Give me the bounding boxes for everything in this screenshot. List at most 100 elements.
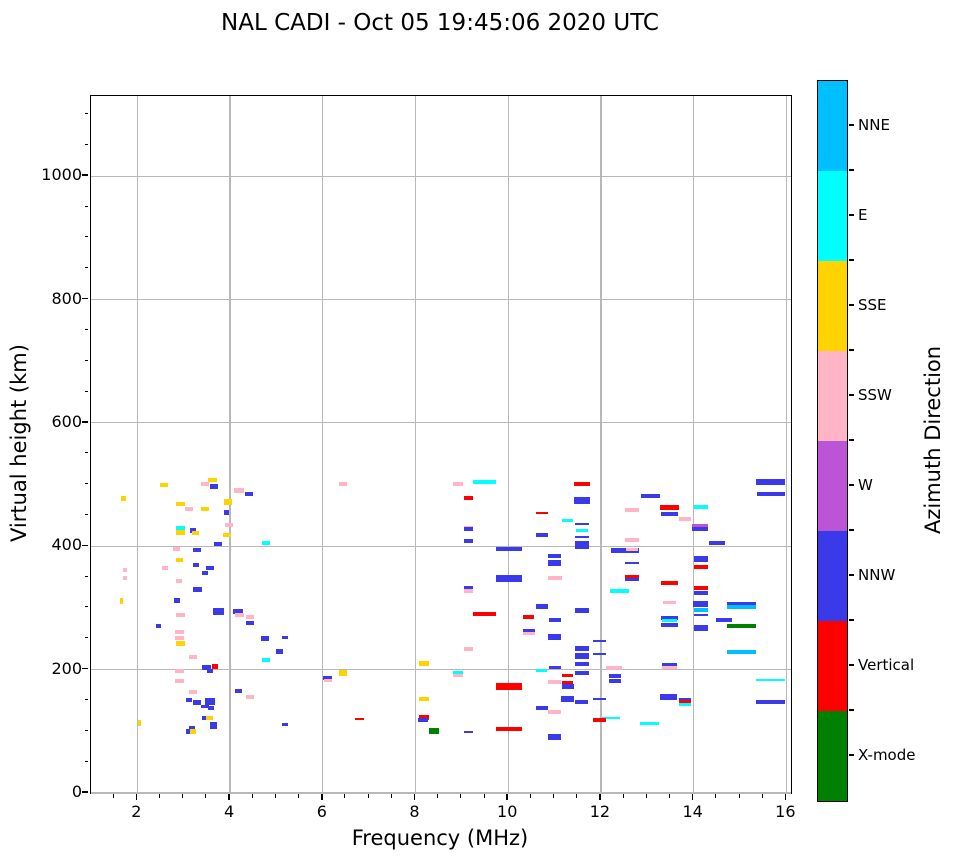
colorbar-segment xyxy=(818,531,847,621)
x-major-tick xyxy=(228,794,230,800)
data-point xyxy=(472,612,496,617)
data-point xyxy=(693,505,708,510)
data-point xyxy=(176,530,185,536)
x-minor-tick xyxy=(483,794,485,798)
data-point xyxy=(693,555,708,562)
x-axis-label: Frequency (MHz) xyxy=(351,826,529,850)
data-point xyxy=(593,698,607,701)
data-point xyxy=(561,681,574,686)
y-tick-label: 600 xyxy=(51,411,82,431)
data-point xyxy=(523,628,536,634)
data-point xyxy=(625,538,639,543)
data-point xyxy=(175,668,184,673)
data-point xyxy=(354,717,365,720)
data-point xyxy=(339,481,347,486)
x-major-tick xyxy=(413,794,416,800)
x-major-tick xyxy=(135,794,138,800)
data-point xyxy=(453,674,464,678)
data-point xyxy=(679,702,692,706)
colorbar-segment-label: E xyxy=(858,206,868,224)
y-tick-label: 0 xyxy=(71,782,82,801)
data-point xyxy=(463,646,473,651)
data-point xyxy=(574,662,589,667)
x-minor-tick xyxy=(668,794,670,798)
data-point xyxy=(693,613,708,616)
data-point xyxy=(186,728,193,734)
data-point xyxy=(206,668,214,673)
data-point xyxy=(548,617,561,622)
y-major-tick xyxy=(82,544,88,547)
data-point xyxy=(175,579,183,584)
y-minor-tick xyxy=(84,236,88,238)
data-point xyxy=(429,728,439,735)
data-point xyxy=(640,722,659,726)
colorbar-center-tick xyxy=(849,214,854,216)
data-point xyxy=(418,718,429,723)
y-minor-tick xyxy=(84,760,88,762)
data-point xyxy=(472,480,496,485)
data-point xyxy=(692,523,708,528)
data-point xyxy=(716,618,733,623)
data-point xyxy=(574,523,589,526)
data-point xyxy=(548,559,562,566)
data-point xyxy=(536,511,549,514)
colorbar-segment xyxy=(818,81,847,171)
data-point xyxy=(281,723,289,727)
data-point xyxy=(624,574,640,580)
data-point xyxy=(679,697,692,701)
data-point xyxy=(625,548,638,552)
data-point xyxy=(324,678,332,682)
data-point xyxy=(208,477,217,482)
data-point xyxy=(661,663,678,668)
y-major-tick xyxy=(82,667,88,670)
colorbar-title: Azimuth Direction xyxy=(921,345,945,535)
x-minor-tick xyxy=(112,794,114,798)
x-gridline xyxy=(600,96,602,793)
y-minor-tick xyxy=(84,113,88,114)
data-point xyxy=(727,602,756,607)
data-point xyxy=(608,673,621,678)
y-gridline xyxy=(91,669,791,671)
x-major-tick xyxy=(506,794,508,800)
data-point xyxy=(548,710,562,715)
data-point xyxy=(523,632,536,636)
data-point xyxy=(496,547,522,552)
colorbar-segment xyxy=(818,261,847,351)
colorbar-center-tick xyxy=(849,304,854,306)
data-point xyxy=(548,633,562,640)
data-point xyxy=(464,730,473,733)
x-gridline xyxy=(785,96,787,793)
x-minor-tick xyxy=(182,794,184,798)
x-minor-tick xyxy=(715,794,717,798)
x-major-tick xyxy=(599,794,601,800)
x-minor-tick xyxy=(159,794,161,798)
colorbar-boundary-tick xyxy=(849,169,854,171)
x-tick-label: 4 xyxy=(223,802,235,821)
data-point xyxy=(339,670,348,677)
data-point xyxy=(188,689,198,694)
data-point xyxy=(159,483,168,488)
data-point xyxy=(496,683,522,691)
x-tick-label: 10 xyxy=(497,802,518,821)
data-point xyxy=(693,564,708,569)
data-point xyxy=(693,585,708,590)
data-point xyxy=(121,495,126,501)
data-point xyxy=(662,600,677,604)
data-point xyxy=(727,624,756,629)
colorbar-center-tick xyxy=(849,484,854,486)
y-axis-label: Virtual height (km) xyxy=(7,344,31,543)
data-point xyxy=(233,488,244,494)
data-point xyxy=(756,678,785,681)
data-point xyxy=(176,640,185,646)
data-point xyxy=(175,630,184,634)
data-point xyxy=(201,704,209,708)
data-point xyxy=(661,580,678,585)
data-point xyxy=(625,561,639,564)
data-point xyxy=(418,696,429,701)
data-point xyxy=(463,527,473,531)
x-minor-tick xyxy=(367,794,369,798)
x-tick-label: 6 xyxy=(316,802,327,821)
data-point xyxy=(574,607,589,613)
y-minor-tick xyxy=(84,729,88,731)
